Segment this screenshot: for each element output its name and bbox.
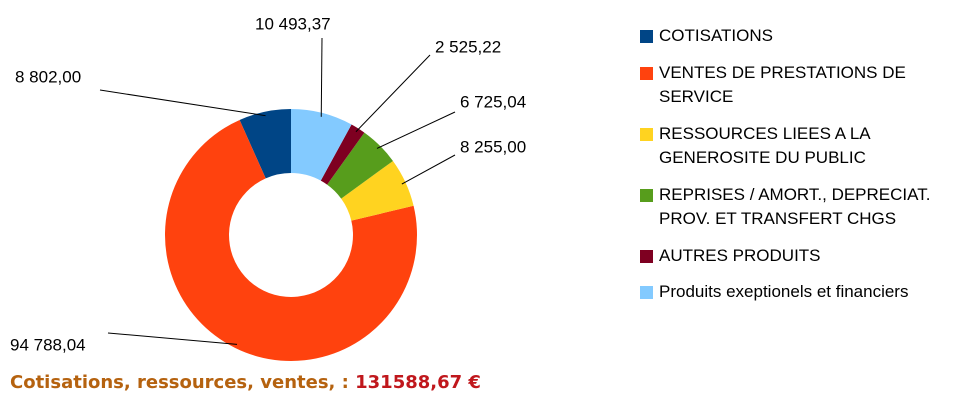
leader-line [376, 111, 456, 149]
legend-item: VENTES DE PRESTATIONS DE SERVICE [640, 61, 960, 110]
donut-slice [341, 160, 414, 221]
legend-swatch [640, 188, 653, 202]
value-label: 2 525,22 [435, 37, 501, 56]
legend-swatch [640, 127, 653, 141]
footer: Cotisations, ressources, ventes, : 13158… [10, 372, 481, 393]
legend-swatch [640, 66, 653, 80]
legend-item: RESSOURCES LIEES A LA GENEROSITE DU PUBL… [640, 122, 960, 171]
leader-line [107, 332, 238, 345]
footer-total: 131588,67 € [355, 372, 481, 393]
legend-swatch [640, 249, 653, 263]
legend: COTISATIONS VENTES DE PRESTATIONS DE SERV… [640, 24, 960, 317]
donut-slice [165, 119, 417, 361]
value-label: 94 788,04 [10, 335, 86, 354]
leader-line [401, 154, 456, 185]
donut-slice [239, 109, 291, 179]
legend-label: COTISATIONS [659, 26, 773, 45]
legend-label: VENTES DE PRESTATIONS DE SERVICE [659, 62, 906, 107]
legend-item: COTISATIONS [640, 24, 960, 49]
donut-slice [291, 109, 352, 181]
legend-label: REPRISES / AMORT., DEPRECIAT. PROV. ET T… [659, 184, 931, 229]
donut-slice [327, 132, 393, 199]
value-label: 6 725,04 [460, 92, 526, 111]
footer-label: Cotisations, ressources, ventes, : [10, 372, 349, 393]
leader-line [355, 54, 431, 133]
legend-label: Produits exeptionels et financiers [659, 282, 909, 301]
value-label: 10 493,37 [255, 14, 331, 33]
leader-line [99, 89, 266, 117]
chart: 8 802,00 94 788,04 8 255,00 6 725,04 2 525,2… [10, 14, 526, 361]
legend-item: REPRISES / AMORT., DEPRECIAT. PROV. ET T… [640, 183, 960, 232]
donut-slice [320, 124, 365, 185]
leader-line [320, 37, 323, 117]
legend-item: Produits exeptionels et financiers [640, 280, 960, 305]
value-label: 8 802,00 [15, 67, 81, 86]
legend-item: AUTRES PRODUITS [640, 244, 960, 269]
legend-label: RESSOURCES LIEES A LA GENEROSITE DU PUBL… [659, 123, 870, 168]
legend-swatch [640, 30, 653, 43]
legend-label: AUTRES PRODUITS [659, 245, 821, 265]
legend-swatch [640, 286, 653, 299]
value-label: 8 255,00 [460, 137, 526, 156]
